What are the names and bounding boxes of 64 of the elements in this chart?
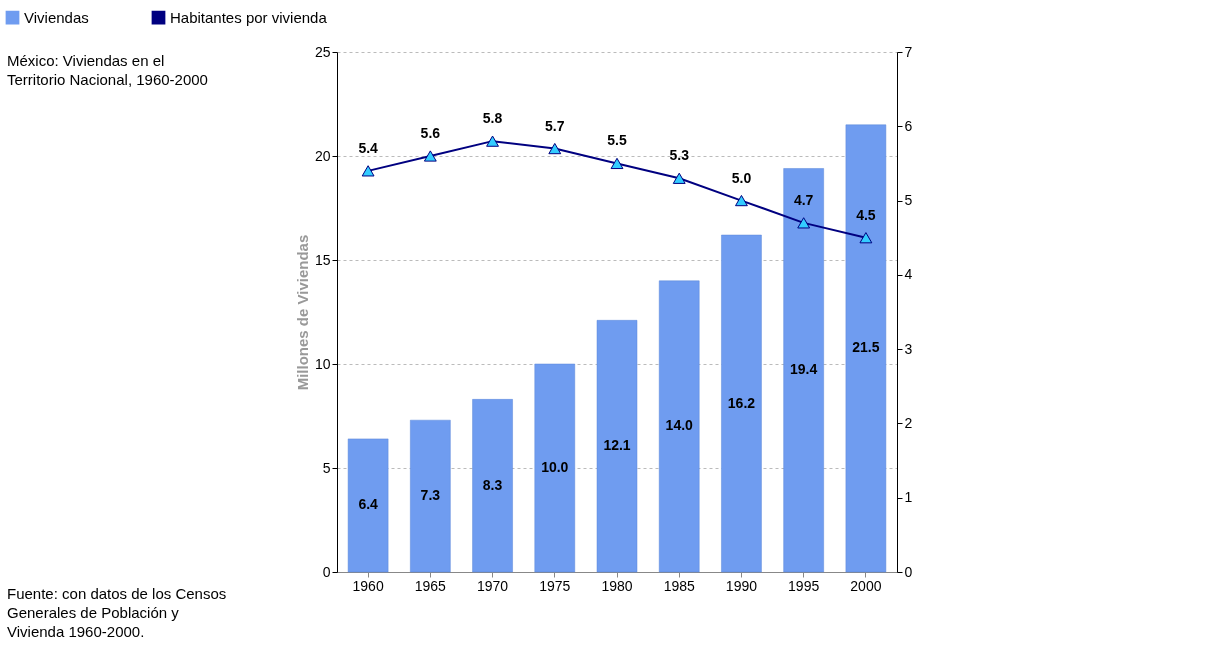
x-tick-label: 1965 <box>414 577 447 594</box>
bar <box>410 419 451 573</box>
bar <box>658 280 700 573</box>
legend-label: Habitantes por vivienda <box>170 8 328 26</box>
y2-tick-label: 2 <box>904 414 913 431</box>
data-label: 5.6 <box>420 125 441 141</box>
point <box>610 157 624 170</box>
point <box>486 135 499 147</box>
bar <box>783 168 824 573</box>
data-label: 6.4 <box>358 496 379 513</box>
data-label: 5.4 <box>358 139 379 156</box>
data-label: 5.7 <box>545 117 565 134</box>
x-tick-label: 1975 <box>539 577 571 594</box>
y2-tick-label: 1 <box>904 489 913 506</box>
data-label: 5.3 <box>669 147 690 164</box>
y2-tick-label: 0 <box>904 563 913 580</box>
data-label: 12.1 <box>603 437 631 454</box>
y-tick-label: 5 <box>322 459 331 476</box>
data-label: 5.8 <box>482 110 503 127</box>
x-tick-label: 1995 <box>788 577 820 594</box>
y2-tick-label: 5 <box>904 192 913 209</box>
data-label: 7.3 <box>420 487 441 504</box>
legend-label: Viviendas <box>24 8 89 26</box>
x-tick-label: 1960 <box>352 577 384 594</box>
x-tick-label: 1980 <box>601 577 633 594</box>
y-tick-label: 25 <box>314 43 331 60</box>
bar <box>845 124 887 573</box>
data-label: 19.4 <box>790 361 818 378</box>
data-label: 8.3 <box>482 476 503 493</box>
x-tick-label: 1970 <box>476 577 509 594</box>
y2-tick-label: 7 <box>904 43 913 60</box>
bar <box>347 438 389 573</box>
point <box>797 217 811 229</box>
data-label: 16.2 <box>727 394 756 411</box>
x-tick-label: 2000 <box>850 577 882 594</box>
point <box>548 142 562 155</box>
data-label: 4.5 <box>856 206 876 223</box>
data-label: 5.0 <box>731 169 752 186</box>
y2-tick-label: 6 <box>904 117 913 134</box>
data-label: 21.5 <box>852 339 880 356</box>
y-tick-label: 15 <box>314 251 331 268</box>
point <box>361 165 375 177</box>
y-tick-label: 0 <box>322 563 331 580</box>
data-label: 10.0 <box>541 459 569 475</box>
source-note: Fuente: con datos de los Censos Generales de Población y Vivienda 1960-2000. <box>7 585 227 640</box>
bar <box>534 363 576 573</box>
bar <box>596 320 638 573</box>
point <box>735 194 748 207</box>
bar <box>472 399 513 573</box>
y-tick-label: 10 <box>314 355 331 372</box>
y2-tick-label: 4 <box>904 266 913 283</box>
point <box>859 232 873 244</box>
x-tick-label: 1990 <box>725 577 758 594</box>
bar <box>721 234 762 573</box>
y-tick-label: 20 <box>314 147 331 164</box>
y-axis-title: Millones de Viviendas <box>293 234 311 391</box>
x-tick-label: 1985 <box>663 577 695 594</box>
point <box>672 172 686 184</box>
text: México: Viviendas en el Territorio Nacional, 1960-2000 <box>7 52 208 88</box>
data-label: 14.0 <box>665 417 694 434</box>
point <box>423 150 437 162</box>
y2-tick-label: 3 <box>904 340 913 357</box>
data-label: 5.5 <box>607 132 627 149</box>
data-label: 4.7 <box>793 191 814 208</box>
